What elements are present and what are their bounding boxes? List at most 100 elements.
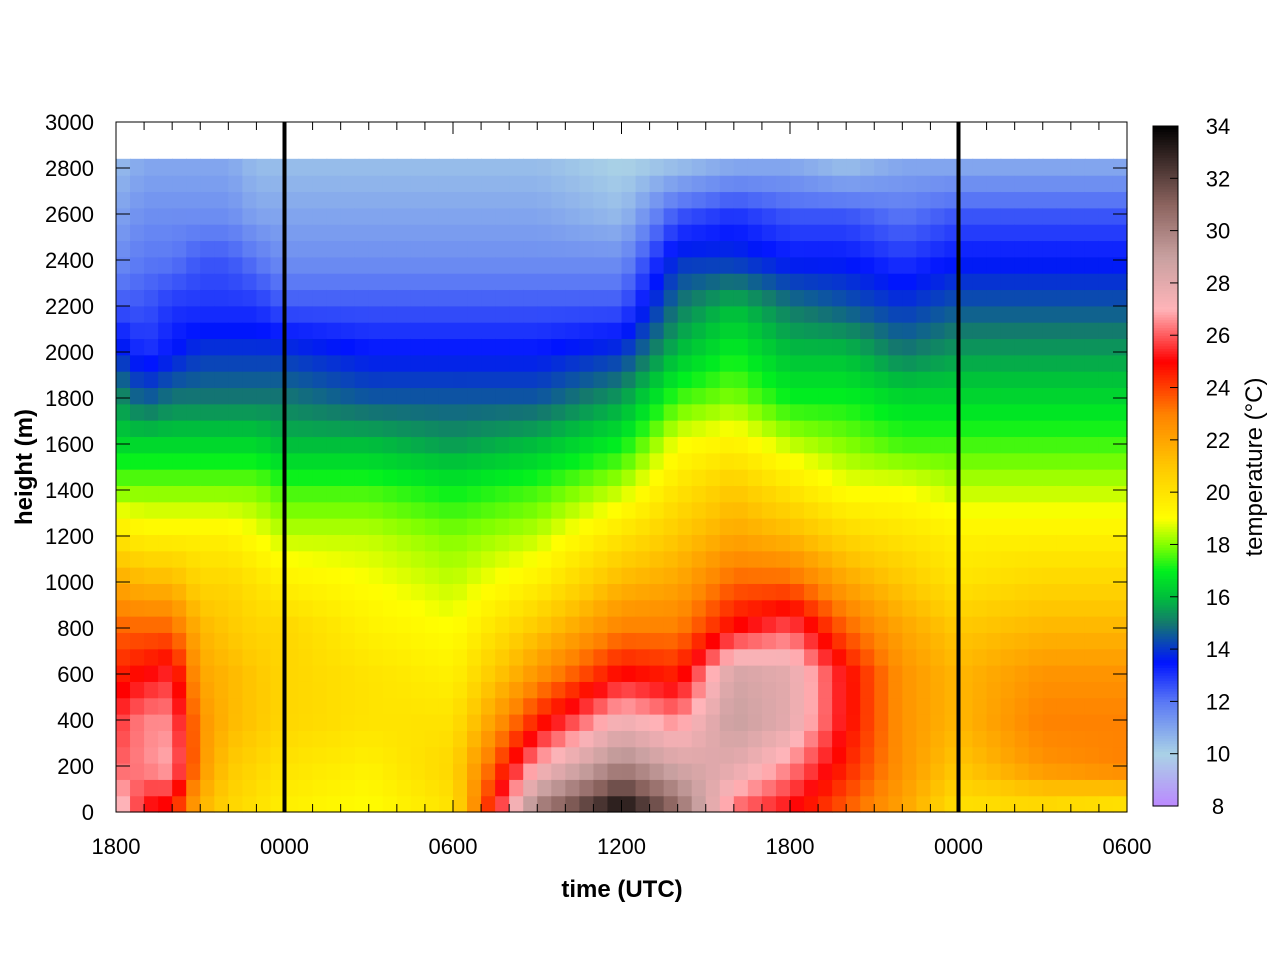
heatmap-cell [284, 550, 300, 568]
colorbar-segment [1153, 450, 1178, 454]
heatmap-cell [537, 273, 552, 291]
heatmap-cell [790, 779, 805, 797]
heatmap-cell [368, 354, 384, 372]
heatmap-cell [944, 224, 960, 242]
colorbar-segment [1153, 790, 1178, 794]
heatmap-cell [1042, 665, 1058, 682]
heatmap-cell [382, 273, 398, 291]
heatmap-cell [902, 175, 917, 193]
heatmap-cell [1084, 322, 1100, 340]
heatmap-cell [270, 436, 286, 454]
y-tick-label: 1600 [45, 432, 94, 457]
colorbar-segment [1153, 154, 1178, 158]
heatmap-cell [495, 648, 510, 666]
heatmap-cell [761, 567, 777, 584]
heatmap-cell [551, 697, 566, 715]
colorbar-segment [1153, 455, 1178, 459]
colorbar-segment [1153, 345, 1178, 349]
heatmap-cell [424, 273, 440, 291]
heatmap-cell [509, 550, 524, 568]
heatmap-cell [326, 697, 342, 715]
heatmap-cell [761, 616, 777, 633]
heatmap-cell [481, 305, 496, 323]
heatmap-cell [312, 371, 328, 389]
heatmap-cell [860, 322, 875, 340]
heatmap-cell [424, 795, 440, 813]
colorbar-segment [1153, 526, 1178, 530]
heatmap-cell [1112, 599, 1128, 617]
heatmap-cell [565, 256, 580, 274]
heatmap-cell [298, 387, 314, 405]
heatmap-cell [1070, 175, 1086, 193]
colorbar-tick-label: 22 [1206, 428, 1230, 453]
heatmap-cell [565, 730, 580, 748]
colorbar-segment [1153, 471, 1178, 475]
heatmap-cell [284, 763, 300, 780]
heatmap-cell [200, 354, 215, 372]
heatmap-cell [691, 289, 707, 307]
heatmap-cell [832, 322, 847, 340]
colorbar-segment [1153, 178, 1178, 182]
heatmap-cell [186, 305, 201, 323]
heatmap-cell [270, 452, 286, 470]
heatmap-cell [790, 256, 805, 274]
colorbar-segment [1153, 743, 1178, 747]
heatmap-cell [312, 485, 328, 503]
heatmap-cell [677, 371, 693, 389]
heatmap-cell [130, 763, 145, 780]
heatmap-cell [481, 273, 496, 291]
heatmap-cell [551, 289, 566, 307]
heatmap-cell [537, 175, 552, 193]
heatmap-cell [172, 289, 187, 307]
heatmap-cell [1084, 436, 1100, 454]
heatmap-cell [481, 730, 496, 748]
heatmap-cell [677, 518, 693, 535]
heatmap-cell [775, 730, 791, 748]
heatmap-cell [1098, 387, 1114, 405]
heatmap-cell [214, 354, 229, 372]
x-tick-label: 0600 [429, 834, 478, 859]
colorbar-segment [1153, 745, 1178, 750]
heatmap-cell [958, 338, 974, 356]
heatmap-cell [509, 534, 524, 552]
y-tick-label: 200 [57, 754, 94, 779]
heatmap-cell [312, 763, 328, 780]
heatmap-cell [467, 632, 482, 650]
heatmap-cell [691, 550, 707, 568]
heatmap-cell [1042, 648, 1058, 666]
heatmap-cell [579, 175, 595, 193]
colorbar-segment [1153, 256, 1178, 260]
heatmap-cell [888, 730, 903, 748]
heatmap-cell [537, 305, 552, 323]
heatmap-cell [705, 632, 721, 650]
heatmap-cell [116, 567, 131, 584]
heatmap-cell [705, 681, 721, 699]
heatmap-cell [804, 616, 819, 633]
colorbar-segment [1153, 534, 1178, 538]
heatmap-cell [130, 501, 145, 519]
heatmap-cell [804, 763, 819, 780]
heatmap-cell [172, 763, 187, 780]
heatmap-cell [691, 224, 707, 242]
heatmap-cell [130, 599, 145, 617]
heatmap-cell [1014, 436, 1030, 454]
heatmap-cell [509, 583, 524, 601]
heatmap-cell [368, 763, 384, 780]
heatmap-cell [382, 665, 398, 682]
heatmap-cell [916, 191, 932, 209]
heatmap-cell [144, 550, 159, 568]
heatmap-cell [467, 518, 482, 535]
heatmap-cell [1014, 289, 1030, 307]
colorbar-segment [1153, 599, 1178, 603]
heatmap-cell [438, 665, 454, 682]
heatmap-cell [410, 550, 426, 568]
heatmap-cell [1028, 338, 1044, 356]
heatmap-cell [818, 322, 833, 340]
heatmap-cell [607, 305, 623, 323]
heatmap-cell [438, 730, 454, 748]
heatmap-cell [818, 518, 833, 535]
heatmap-cell [495, 191, 510, 209]
heatmap-cell [621, 697, 637, 715]
heatmap-cell [214, 681, 229, 699]
heatmap-cell [214, 273, 229, 291]
